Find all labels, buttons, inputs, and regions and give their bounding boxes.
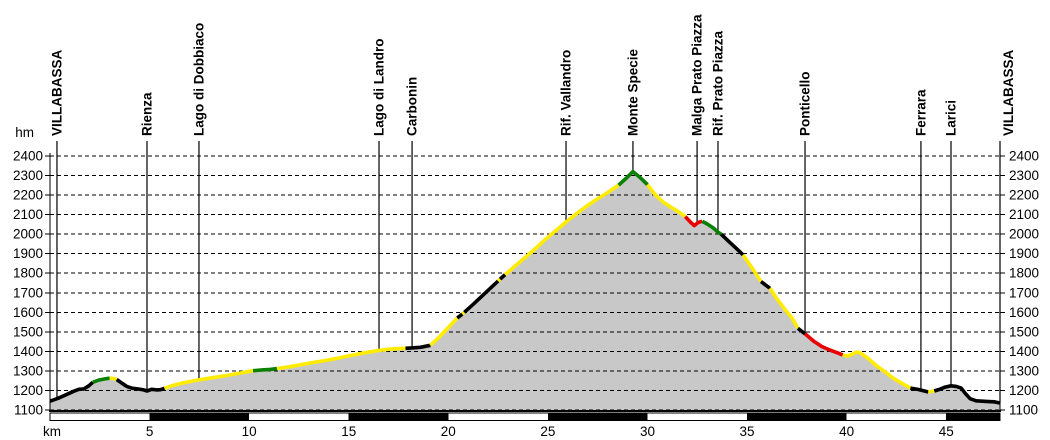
- profile-segment-yellow: [768, 287, 800, 330]
- x-tick-label: 25: [540, 424, 555, 439]
- waypoint-label: Rienza: [139, 92, 154, 136]
- profile-segment-green: [92, 376, 110, 384]
- y-tick-label-right: 1300: [1009, 363, 1039, 378]
- y-tick-label-left: 2000: [13, 227, 43, 242]
- y-tick-label-right: 1800: [1009, 266, 1039, 281]
- axes-layer: [45, 153, 1005, 412]
- y-tick-label-left: 1800: [13, 266, 43, 281]
- y-tick-label-left: 2100: [13, 207, 43, 222]
- profile-area-layer: [50, 171, 1000, 410]
- distance-bar-block: [747, 413, 847, 421]
- profile-segment-yellow: [461, 310, 466, 316]
- profile-segment-black: [719, 232, 745, 257]
- profile-segment-black: [463, 279, 500, 314]
- y-tick-label-right: 1200: [1009, 383, 1039, 398]
- waypoint-label: Ferrara: [913, 89, 928, 136]
- y-tick-label-right: 2300: [1009, 168, 1039, 183]
- y-tick-label-right: 2400: [1009, 149, 1039, 164]
- waypoint-label: Lago di Landro: [372, 39, 387, 137]
- x-tick-label: 15: [341, 424, 356, 439]
- profile-segment-black: [796, 326, 807, 336]
- profile-segment-yellow: [496, 277, 502, 283]
- x-tick-label: 35: [740, 424, 755, 439]
- waypoint-label: Malga Prato Piazza: [690, 14, 705, 136]
- profile-segment-black: [910, 386, 929, 394]
- profile-segment-black: [933, 383, 1001, 405]
- profile-segment-black: [456, 312, 464, 320]
- waypoint-layer: VILLABASSA Rienza Lago di Dobbiaco Lago di …: [49, 14, 1016, 403]
- profile-segment-yellow: [646, 183, 687, 219]
- profile-segment-black: [115, 378, 166, 393]
- profile-area-fill: [50, 171, 1000, 410]
- waypoint-label: VILLABASSA: [49, 49, 64, 136]
- distance-bar-block: [348, 413, 449, 421]
- profile-segment-black: [759, 280, 772, 290]
- profile-segment-black: [498, 273, 507, 281]
- y-tick-label-left: 1700: [13, 285, 43, 300]
- profile-segment-yellow: [163, 368, 254, 391]
- x-tick-label: 40: [839, 424, 854, 439]
- y-tick-label-left: 2300: [13, 168, 43, 183]
- waypoint-label: Monte Specie: [625, 48, 640, 136]
- profile-segment-yellow: [429, 316, 459, 347]
- x-tick-label: 5: [146, 424, 154, 439]
- profile-segment-green: [701, 219, 723, 236]
- profile-segment-red: [803, 332, 844, 357]
- y-tick-label-right: 2000: [1009, 227, 1039, 242]
- y-tick-label-right: 1600: [1009, 305, 1039, 320]
- x-tick-label: 20: [441, 424, 456, 439]
- y-tick-label-left: 1900: [13, 246, 43, 261]
- waypoint-label: Lago di Dobbiaco: [191, 23, 206, 136]
- y-tick-label-left: 1300: [13, 363, 43, 378]
- y-tick-label-left: 1500: [13, 324, 43, 339]
- distance-bar-block: [547, 413, 648, 421]
- distance-bar-block: [149, 413, 250, 421]
- y-tick-label-right: 2200: [1009, 188, 1039, 203]
- y-tick-label-left: 2200: [13, 188, 43, 203]
- y-axis-unit-label: hm: [15, 125, 34, 140]
- profile-line-layer: [49, 169, 1001, 405]
- y-tick-label-left: 1600: [13, 305, 43, 320]
- distance-bar-block: [946, 413, 1000, 421]
- profile-segment-red: [683, 215, 703, 228]
- profile-segment-yellow: [276, 346, 406, 371]
- profile-segment-yellow: [928, 389, 935, 394]
- profile-segment-black: [49, 380, 94, 403]
- x-tick-label: 45: [939, 424, 954, 439]
- y-tick-label-left: 1100: [14, 403, 43, 418]
- y-tick-label-right: 1900: [1009, 246, 1039, 261]
- tick-label-layer: 2400 2400 2300 2300 2200 2200 2100 2100 2000 2000…: [13, 149, 1039, 440]
- x-axis-unit-label: km: [43, 424, 61, 439]
- y-tick-label-left: 2400: [13, 149, 43, 164]
- profile-segment-yellow: [741, 253, 763, 283]
- x-tick-label: 30: [640, 424, 655, 439]
- waypoint-label: Larici: [944, 100, 959, 136]
- y-tick-label-right: 1500: [1009, 324, 1039, 339]
- y-tick-label-left: 1400: [13, 344, 43, 359]
- profile-segment-yellow: [842, 349, 912, 390]
- y-tick-label-right: 1400: [1009, 344, 1039, 359]
- y-tick-label-left: 1200: [13, 383, 43, 398]
- profile-segment-green: [252, 366, 278, 373]
- waypoint-label: Ponticello: [798, 71, 813, 136]
- waypoint-label: Carbonin: [405, 77, 420, 136]
- y-tick-label-right: 2100: [1009, 207, 1039, 222]
- y-tick-label-right: 1100: [1009, 403, 1038, 418]
- waypoint-label: Rif. Vallandro: [559, 50, 574, 136]
- profile-segment-yellow: [109, 376, 118, 382]
- profile-segment-black: [405, 343, 431, 351]
- profile-segment-yellow: [503, 183, 620, 276]
- waypoint-label: VILLABASSA: [1001, 49, 1016, 136]
- distance-bar-layer: [49, 412, 1001, 421]
- x-tick-label: 10: [242, 424, 257, 439]
- profile-segment-green: [617, 169, 649, 187]
- waypoint-label: Rif. Prato Piazza: [710, 30, 725, 136]
- y-tick-label-right: 1700: [1009, 285, 1039, 300]
